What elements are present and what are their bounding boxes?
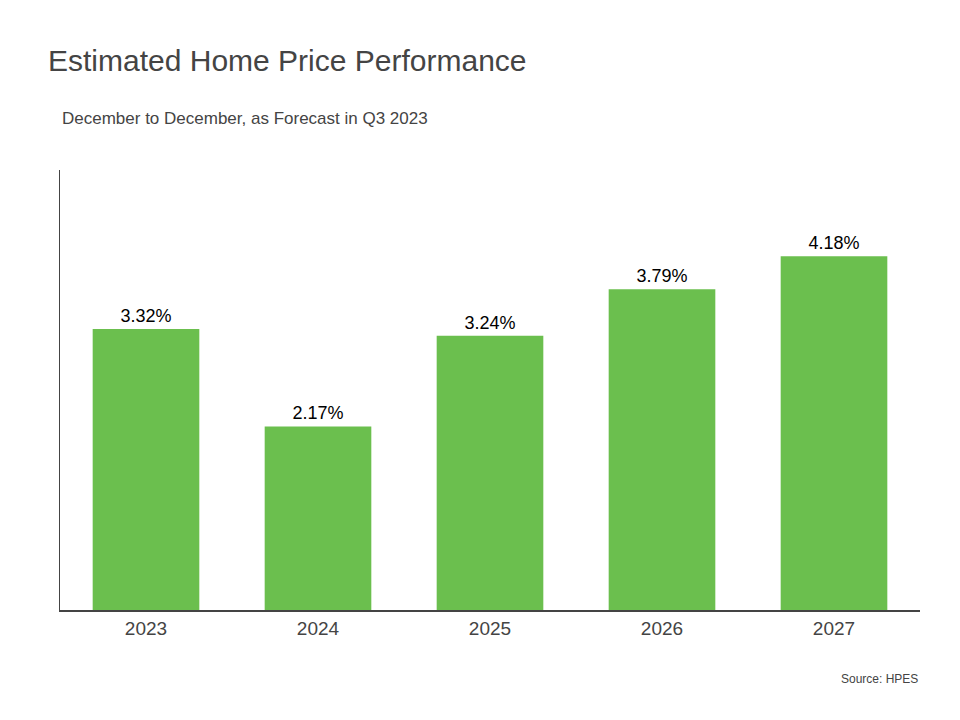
svg-text:2026: 2026 [641,618,683,639]
svg-text:December to December, as Forec: December to December, as Forecast in Q3 … [62,109,428,128]
svg-text:3.32%: 3.32% [120,306,171,326]
svg-text:3.79%: 3.79% [636,266,687,286]
svg-text:2027: 2027 [813,618,855,639]
svg-text:Source: HPES: Source: HPES [841,672,918,686]
svg-text:2024: 2024 [297,618,340,639]
svg-text:3.24%: 3.24% [464,313,515,333]
svg-text:2023: 2023 [125,618,167,639]
svg-text:2.17%: 2.17% [292,403,343,423]
svg-text:2025: 2025 [469,618,511,639]
svg-text:4.18%: 4.18% [808,233,859,253]
svg-text:Estimated Home Price Performan: Estimated Home Price Performance [48,44,527,77]
